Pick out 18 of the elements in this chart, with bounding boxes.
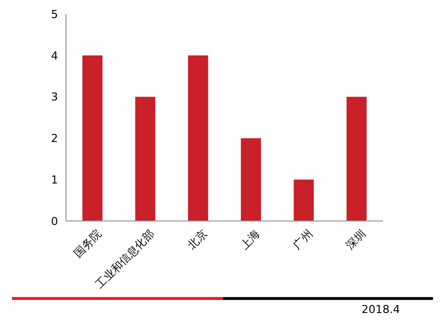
y-tick-label: 3: [51, 90, 58, 104]
y-tick-label: 5: [51, 8, 58, 21]
text: 2018.4: [362, 303, 400, 316]
y-tick-label: 1: [51, 173, 58, 186]
x-tick-label: 北京: [184, 227, 210, 252]
y-tick-label: 2: [51, 132, 58, 146]
bar: [82, 55, 102, 221]
bar: [135, 96, 156, 221]
x-tick-label: 国务院: [71, 227, 104, 260]
x-tick-label: 上海: [238, 227, 262, 252]
bar: [346, 96, 367, 221]
bar: [240, 138, 261, 221]
bar: [294, 180, 314, 221]
x-tick-label: 深圳: [343, 227, 368, 252]
y-tick-label: 4: [51, 49, 58, 62]
bar: [188, 55, 208, 221]
y-tick-label: 0: [51, 214, 58, 228]
x-tick-label: 广州: [290, 227, 316, 252]
